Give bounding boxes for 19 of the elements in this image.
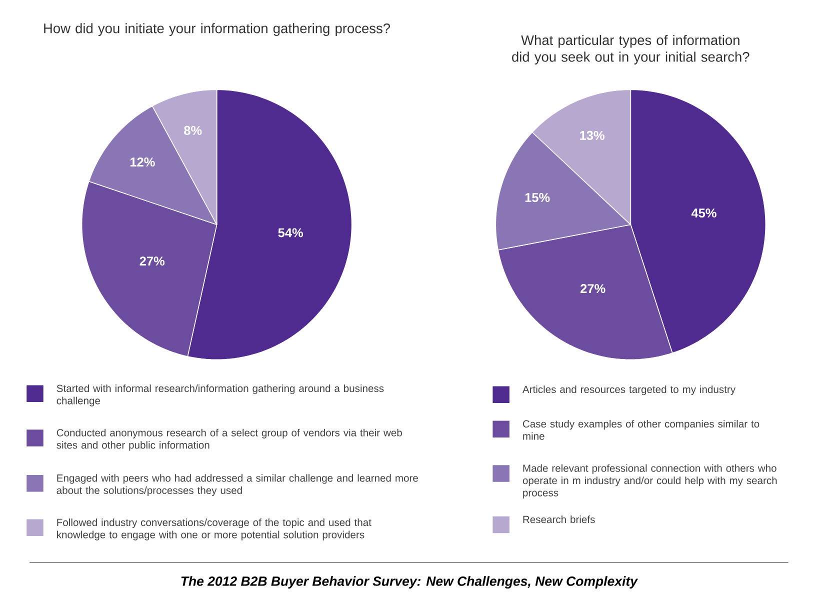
data-label: 12% <box>130 158 155 167</box>
legend-label: Followed industry conversations/coverage of the topic and used that knowledge to engage with one or more potential solution providers <box>57 518 372 540</box>
data-label: 27% <box>580 284 606 294</box>
chart-title: How did you initiate your information gathering process? <box>44 23 390 36</box>
legend-label: Research briefs <box>523 516 595 524</box>
chart-title: What particular types of information did you seek out in your initial search? <box>512 34 750 64</box>
data-label: 8% <box>184 126 202 135</box>
legend-label: Engaged with peers who had addressed a similar challenge and learned more about the solutions/processes they used <box>56 474 418 496</box>
data-label: 15% <box>525 193 550 202</box>
legend-label: Articles and resources targeted to my industry <box>522 385 736 396</box>
legend-label: Case study examples of other companies similar to mine <box>522 420 760 440</box>
data-label: 13% <box>580 130 604 140</box>
legend-label: Conducted anonymous research of a select group of vendors via their web sites and other public information <box>56 428 402 451</box>
text: The 2012 B2B Buyer Behavior Survey: New Challenges, New Complexity <box>181 576 638 589</box>
legend-label: Started with informal research/information gathering around a business challenge <box>56 384 384 406</box>
data-label: 45% <box>691 208 716 218</box>
data-label: 54% <box>278 228 304 238</box>
data-label: 27% <box>140 256 165 266</box>
legend-label: Made relevant professional connection with others who operate in m industry and/or could help with my search process <box>522 464 777 498</box>
